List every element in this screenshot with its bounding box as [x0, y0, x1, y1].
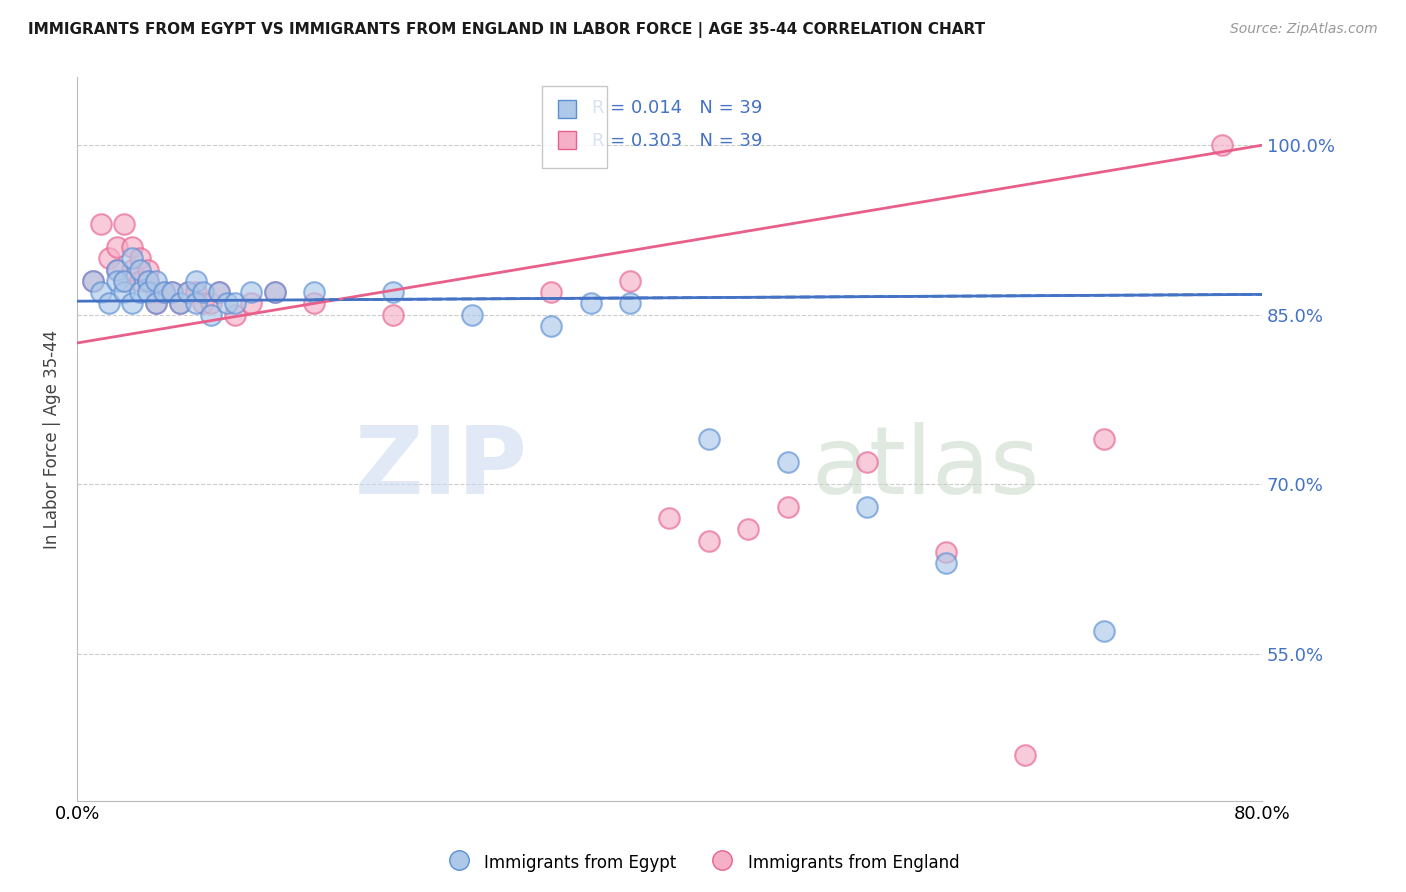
Point — [97, 296, 120, 310]
Point — [136, 285, 159, 300]
Point — [263, 285, 285, 300]
Point — [90, 217, 112, 231]
Point — [200, 296, 222, 310]
Point — [208, 285, 231, 300]
Point — [114, 285, 136, 300]
Point — [935, 557, 957, 571]
Point — [302, 296, 325, 310]
Point — [1211, 138, 1233, 153]
Point — [200, 308, 222, 322]
Point — [239, 296, 262, 310]
Point — [97, 252, 120, 266]
Point — [1092, 624, 1115, 639]
Point — [169, 296, 191, 310]
Point — [114, 274, 136, 288]
Point — [856, 500, 879, 514]
Point — [579, 296, 602, 310]
Point — [153, 285, 176, 300]
Point — [160, 285, 183, 300]
Point — [145, 296, 167, 310]
Point — [935, 545, 957, 559]
Point — [737, 523, 759, 537]
Point — [619, 274, 641, 288]
Point — [105, 240, 128, 254]
Point — [856, 455, 879, 469]
Point — [129, 252, 152, 266]
Point — [217, 296, 239, 310]
Point — [105, 262, 128, 277]
Point — [1092, 432, 1115, 446]
Point — [145, 285, 167, 300]
Point — [382, 308, 405, 322]
Text: R = 0.014   N = 39: R = 0.014 N = 39 — [592, 99, 763, 117]
Point — [121, 252, 143, 266]
Point — [82, 274, 104, 288]
Point — [193, 285, 215, 300]
Point — [129, 274, 152, 288]
Point — [153, 285, 176, 300]
Legend: , : , — [543, 87, 607, 169]
Point — [136, 274, 159, 288]
Point — [121, 262, 143, 277]
Point — [136, 262, 159, 277]
Point — [619, 296, 641, 310]
Point — [302, 285, 325, 300]
Point — [540, 285, 562, 300]
Point — [1014, 748, 1036, 763]
Point — [184, 274, 207, 288]
Point — [114, 217, 136, 231]
Point — [82, 274, 104, 288]
Text: Source: ZipAtlas.com: Source: ZipAtlas.com — [1230, 22, 1378, 37]
Text: atlas: atlas — [811, 422, 1040, 514]
Point — [239, 285, 262, 300]
Point — [184, 296, 207, 310]
Point — [224, 296, 246, 310]
Point — [776, 455, 799, 469]
Point — [540, 319, 562, 334]
Point — [145, 296, 167, 310]
Point — [382, 285, 405, 300]
Point — [193, 296, 215, 310]
Point — [121, 296, 143, 310]
Text: ZIP: ZIP — [354, 422, 527, 514]
Point — [658, 511, 681, 525]
Point — [208, 285, 231, 300]
Point — [105, 274, 128, 288]
Point — [129, 285, 152, 300]
Point — [697, 533, 720, 548]
Y-axis label: In Labor Force | Age 35-44: In Labor Force | Age 35-44 — [44, 329, 60, 549]
Point — [184, 285, 207, 300]
Point — [697, 432, 720, 446]
Point — [121, 240, 143, 254]
Point — [776, 500, 799, 514]
Point — [136, 274, 159, 288]
Point — [176, 285, 198, 300]
Point — [114, 274, 136, 288]
Point — [129, 262, 152, 277]
Point — [169, 296, 191, 310]
Point — [461, 308, 484, 322]
Text: IMMIGRANTS FROM EGYPT VS IMMIGRANTS FROM ENGLAND IN LABOR FORCE | AGE 35-44 CORR: IMMIGRANTS FROM EGYPT VS IMMIGRANTS FROM… — [28, 22, 986, 38]
Text: R = 0.303   N = 39: R = 0.303 N = 39 — [592, 132, 763, 150]
Point — [160, 285, 183, 300]
Point — [176, 285, 198, 300]
Point — [105, 262, 128, 277]
Legend: Immigrants from Egypt, Immigrants from England: Immigrants from Egypt, Immigrants from E… — [440, 846, 966, 880]
Point — [90, 285, 112, 300]
Point — [224, 308, 246, 322]
Point — [263, 285, 285, 300]
Point — [145, 274, 167, 288]
